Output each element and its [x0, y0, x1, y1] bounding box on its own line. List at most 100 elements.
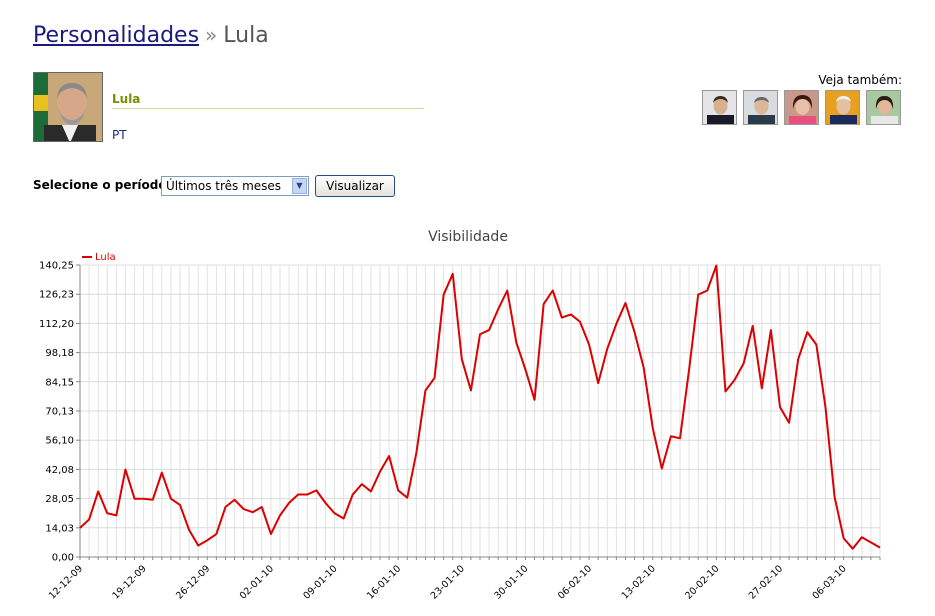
data-point — [188, 529, 190, 531]
data-point — [179, 504, 181, 506]
data-point — [488, 329, 490, 331]
chevron-down-icon[interactable]: ▼ — [292, 178, 307, 194]
data-point — [597, 382, 599, 384]
y-tick-label: 98,18 — [45, 348, 74, 359]
data-point — [534, 399, 536, 401]
see-also-person-4-thumbnail[interactable] — [825, 90, 860, 125]
data-point — [361, 483, 363, 485]
data-point — [552, 290, 554, 292]
data-point — [124, 469, 126, 471]
x-tick-label: 12-12-09 — [47, 563, 85, 601]
data-point — [543, 303, 545, 305]
data-point — [79, 527, 81, 529]
data-point — [243, 508, 245, 510]
chart-legend: Lula — [82, 252, 116, 263]
data-point — [497, 308, 499, 310]
profile-name[interactable]: Lula — [112, 92, 424, 109]
x-tick-label: 19-12-09 — [110, 563, 148, 601]
x-tick-label: 02-01-10 — [238, 563, 276, 601]
data-point — [252, 511, 254, 513]
see-also-person-2-thumbnail[interactable] — [743, 90, 778, 125]
data-point — [797, 358, 799, 360]
data-point — [743, 362, 745, 364]
data-point — [688, 369, 690, 371]
data-point — [652, 427, 654, 429]
x-tick-label: 20-02-10 — [683, 563, 721, 601]
data-point — [661, 468, 663, 470]
data-point — [143, 498, 145, 500]
data-point — [434, 377, 436, 379]
data-point — [224, 506, 226, 508]
data-point — [643, 367, 645, 369]
profile-party: PT — [112, 128, 127, 142]
y-tick-label: 70,13 — [45, 407, 74, 418]
data-point — [670, 435, 672, 437]
data-point — [270, 533, 272, 535]
data-point — [388, 455, 390, 457]
y-tick-label: 56,10 — [45, 436, 74, 447]
x-tick-label: 06-03-10 — [810, 563, 848, 601]
data-point — [706, 290, 708, 292]
data-point — [879, 547, 881, 549]
legend-label: Lula — [95, 252, 116, 263]
x-tick-label: 23-01-10 — [429, 563, 467, 601]
data-point — [515, 342, 517, 344]
y-tick-label: 14,03 — [45, 523, 74, 534]
see-also-person-5-thumbnail[interactable] — [866, 90, 901, 125]
y-tick-label: 28,05 — [45, 494, 74, 505]
data-point — [234, 499, 236, 501]
x-tick-label: 16-01-10 — [365, 563, 403, 601]
data-point — [206, 539, 208, 541]
data-point — [579, 321, 581, 323]
y-tick-label: 42,08 — [45, 465, 74, 476]
period-select-value: Últimos três meses — [166, 179, 282, 193]
profile-avatar — [33, 72, 103, 142]
data-point — [570, 313, 572, 315]
data-point — [324, 502, 326, 504]
data-point — [415, 452, 417, 454]
data-point — [334, 512, 336, 514]
data-point — [343, 517, 345, 519]
data-point — [634, 331, 636, 333]
breadcrumb-personalidades-link[interactable]: Personalidades — [33, 23, 200, 48]
data-point — [843, 537, 845, 539]
data-point — [470, 389, 472, 391]
data-point — [761, 387, 763, 389]
breadcrumb-separator: » — [205, 23, 218, 47]
data-point — [370, 490, 372, 492]
data-point — [615, 323, 617, 325]
data-point — [861, 536, 863, 538]
data-point — [315, 489, 317, 491]
visualizar-button[interactable]: Visualizar — [315, 175, 395, 197]
data-point — [752, 325, 754, 327]
data-point — [215, 533, 217, 535]
data-point — [424, 389, 426, 391]
series-line-lula — [79, 264, 881, 550]
data-point — [379, 471, 381, 473]
data-point — [479, 333, 481, 335]
data-point — [161, 472, 163, 474]
data-point — [170, 498, 172, 500]
data-point — [261, 506, 263, 508]
y-tick-label: 112,20 — [39, 319, 74, 330]
data-point — [788, 422, 790, 424]
data-point — [561, 317, 563, 319]
data-point — [852, 548, 854, 550]
chart-title: Visibilidade — [428, 229, 508, 245]
data-point — [588, 344, 590, 346]
data-point — [288, 502, 290, 504]
data-point — [443, 294, 445, 296]
see-also-person-3-thumbnail[interactable] — [784, 90, 819, 125]
x-tick-label: 30-01-10 — [492, 563, 530, 601]
data-point — [624, 302, 626, 304]
data-point — [834, 496, 836, 498]
see-also-person-1-thumbnail[interactable] — [702, 90, 737, 125]
data-point — [134, 498, 136, 500]
period-select[interactable]: Últimos três meses ▼ — [161, 176, 309, 196]
data-point — [815, 344, 817, 346]
data-point — [870, 541, 872, 543]
y-tick-label: 126,23 — [39, 290, 74, 301]
data-point — [279, 514, 281, 516]
data-point — [697, 294, 699, 296]
